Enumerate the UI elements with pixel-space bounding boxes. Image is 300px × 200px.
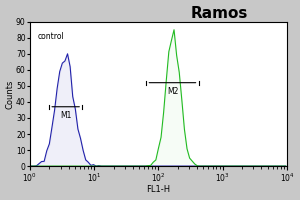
Y-axis label: Counts: Counts (6, 79, 15, 109)
X-axis label: FL1-H: FL1-H (146, 185, 170, 194)
Text: M1: M1 (60, 111, 71, 120)
Text: M2: M2 (167, 87, 178, 96)
Text: control: control (37, 32, 64, 41)
Text: Ramos: Ramos (191, 6, 248, 21)
